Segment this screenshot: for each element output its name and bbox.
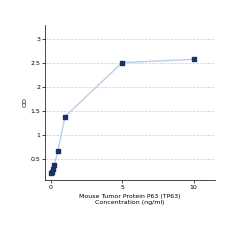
Point: [50, 167, 54, 171]
X-axis label: Mouse Tumor Protein P63 (TP63)
Concentration (ng/ml): Mouse Tumor Protein P63 (TP63) Concentra…: [79, 194, 181, 205]
Point: [50, 170, 54, 174]
Point: [120, 61, 124, 65]
Point: [63, 114, 67, 118]
Y-axis label: OD: OD: [22, 98, 28, 108]
Point: [49, 171, 53, 175]
Point: [56, 150, 60, 154]
Point: [52, 163, 56, 167]
Point: [192, 57, 196, 61]
